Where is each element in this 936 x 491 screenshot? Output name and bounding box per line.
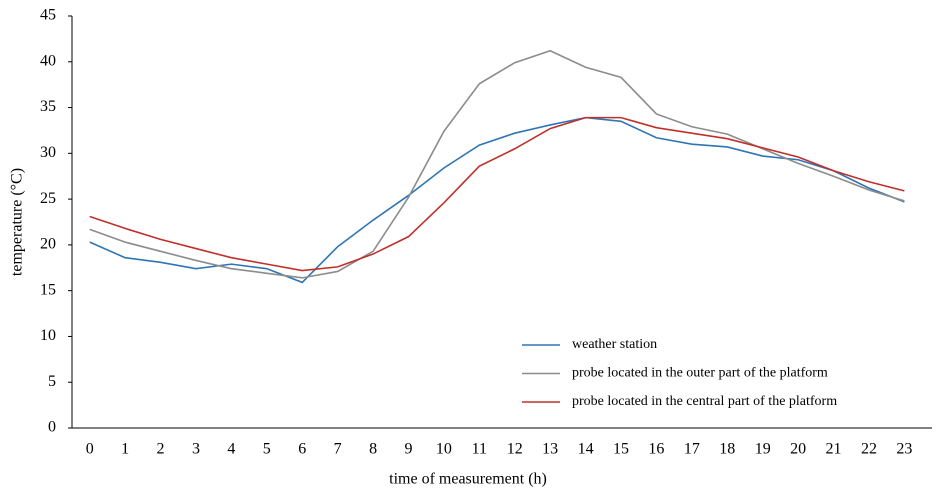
x-tick-label: 22 xyxy=(861,441,877,458)
x-tick-label: 7 xyxy=(334,441,342,458)
y-tick-label: 45 xyxy=(40,7,56,24)
x-tick-label: 11 xyxy=(472,441,487,458)
x-tick-label: 15 xyxy=(613,441,629,458)
x-axis-title: time of measurement (h) xyxy=(389,471,547,488)
y-tick-label: 40 xyxy=(40,52,56,69)
x-tick-label: 20 xyxy=(790,441,806,458)
x-tick-label: 17 xyxy=(684,441,700,458)
x-tick-label: 12 xyxy=(507,441,523,458)
x-tick-label: 18 xyxy=(719,441,735,458)
series-line xyxy=(89,49,905,279)
x-tick-label: 10 xyxy=(436,441,452,458)
x-tick-label: 16 xyxy=(648,441,664,458)
series-line xyxy=(89,116,905,284)
x-tick-label: 21 xyxy=(826,441,842,458)
y-axis-title: temperature (°C) xyxy=(9,168,26,276)
x-tick-label: 14 xyxy=(578,441,594,458)
x-tick-label: 6 xyxy=(298,441,306,458)
y-tick-label: 35 xyxy=(40,98,56,115)
x-tick-label: 9 xyxy=(404,441,412,458)
x-tick-label: 0 xyxy=(86,441,94,458)
y-tick-label: 30 xyxy=(40,144,56,161)
legend-label: probe located in the outer part of the p… xyxy=(572,366,828,381)
x-tick-label: 23 xyxy=(896,441,912,458)
y-tick-label: 20 xyxy=(40,236,56,253)
y-tick-label: 5 xyxy=(48,373,56,390)
y-tick-label: 15 xyxy=(40,281,56,298)
y-tick-label: 10 xyxy=(40,327,56,344)
series-line xyxy=(89,116,905,272)
x-tick-label: 8 xyxy=(369,441,377,458)
legend-label: weather station xyxy=(572,337,657,352)
x-tick-label: 2 xyxy=(157,441,165,458)
x-tick-label: 1 xyxy=(121,441,129,458)
x-tick-label: 3 xyxy=(192,441,200,458)
x-tick-label: 4 xyxy=(227,441,235,458)
x-tick-label: 13 xyxy=(542,441,558,458)
x-tick-label: 19 xyxy=(755,441,771,458)
y-tick-label: 25 xyxy=(40,190,56,207)
y-tick-label: 0 xyxy=(48,419,56,436)
legend-label: probe located in the central part of the… xyxy=(572,394,837,409)
x-tick-label: 5 xyxy=(263,441,271,458)
